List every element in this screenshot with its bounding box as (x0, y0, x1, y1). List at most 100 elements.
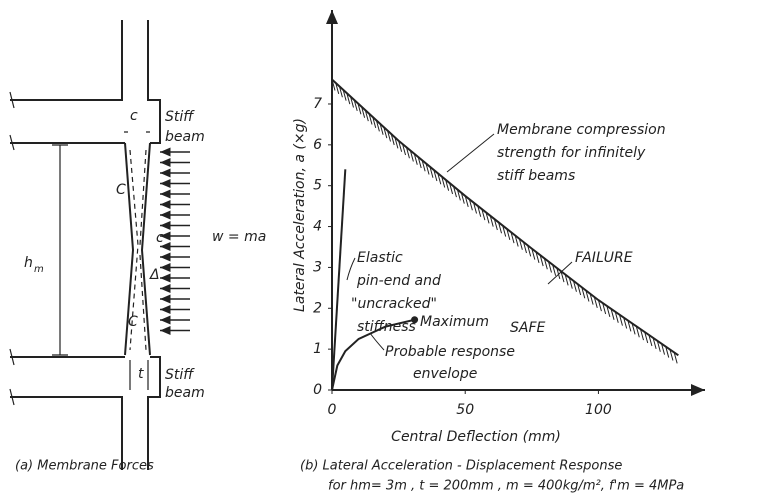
hatch (429, 166, 434, 178)
hatch (357, 103, 362, 115)
hatch (402, 143, 407, 156)
label: Stiff (165, 109, 195, 125)
dimension-ticks (124, 131, 150, 390)
hatch (640, 329, 644, 341)
hatch (468, 199, 473, 211)
hatch (464, 195, 469, 208)
hatch (353, 99, 358, 112)
hatch (547, 261, 552, 273)
hatch (331, 79, 336, 91)
annotation: FAILURE (575, 250, 633, 266)
height-dimension (52, 144, 68, 356)
y-tick-label: 3 (313, 259, 322, 275)
hatch (409, 150, 414, 162)
hatch (449, 182, 454, 195)
y-tick-label: 6 (313, 137, 322, 153)
label: C (116, 182, 126, 198)
annotation: Maximum (420, 314, 489, 330)
hatch (379, 123, 384, 135)
annotation: pin-end and (356, 273, 441, 289)
hatch (665, 346, 670, 358)
hatch (498, 222, 503, 234)
chart: 0 1 2 3 4 5 6 7 0 50 100 Central Deflection (mm) Lat… (292, 10, 705, 494)
hatch (581, 287, 586, 299)
hatch (523, 241, 527, 254)
hatch (614, 311, 619, 323)
annotation: stiffness (357, 319, 416, 335)
label: C (128, 314, 138, 330)
hatch (648, 334, 653, 347)
hatch (673, 352, 678, 364)
series-line (331, 169, 347, 391)
label: beam (165, 129, 205, 145)
y-tick-label: 7 (313, 96, 322, 112)
hatch (572, 280, 577, 292)
x-axis-label: Central Deflection (mm) (391, 429, 561, 445)
hatch (338, 86, 343, 98)
annotation: stiff beams (497, 168, 575, 184)
hatch (421, 160, 426, 172)
label: Stiff (165, 367, 195, 383)
hatch (661, 343, 666, 355)
annotation: Probable response (385, 344, 515, 360)
label: c (130, 108, 138, 124)
hatch (669, 349, 674, 361)
leader (547, 261, 573, 285)
break-marks (9, 91, 15, 151)
hatch (627, 320, 632, 332)
hatch (593, 296, 598, 309)
hatch (473, 202, 478, 214)
thrust-lines (129, 149, 147, 351)
load-arrows (160, 147, 190, 335)
hatch (335, 82, 340, 94)
hatch (477, 205, 482, 217)
hatch (493, 218, 498, 231)
hatch (364, 109, 369, 122)
hatch (527, 245, 532, 257)
label: beam (165, 385, 205, 401)
hatch (564, 274, 569, 286)
hatch (631, 323, 636, 335)
leader (369, 332, 385, 351)
caption: (b) Lateral Acceleration - Displacement … (300, 459, 622, 474)
series-line (331, 318, 415, 391)
annotation: strength for infinitely (497, 145, 646, 161)
leader (446, 133, 495, 173)
annotation: "uncracked" (351, 296, 437, 312)
hatch (417, 156, 422, 169)
hatch (606, 305, 611, 318)
hatch (610, 308, 615, 320)
hatch (425, 163, 430, 175)
label: m (34, 264, 44, 275)
hatch (372, 116, 377, 129)
label: w = ma (212, 229, 266, 245)
hatch (560, 271, 565, 283)
break-marks (9, 348, 15, 406)
annotation: envelope (413, 366, 477, 382)
hatch (405, 147, 410, 159)
y-tick-label: 4 (313, 219, 322, 235)
hatch (585, 290, 590, 302)
hatch (577, 283, 582, 296)
label: c (156, 230, 164, 246)
maximum-point (411, 316, 419, 324)
hatch (387, 130, 391, 142)
x-tick-label: 100 (585, 402, 612, 418)
hatch (618, 314, 623, 326)
hatch (413, 153, 418, 165)
y-tick-label: 0 (313, 382, 322, 398)
hatch (635, 326, 640, 338)
annotation: Elastic (357, 250, 403, 266)
annotation: Membrane compression (497, 122, 666, 138)
hatch (433, 169, 438, 182)
series-line (331, 78, 679, 357)
hatch (531, 248, 536, 260)
hatch (394, 137, 399, 149)
hatch (514, 235, 519, 247)
label: Δ (149, 267, 160, 283)
label: h (24, 255, 33, 271)
hatch (535, 251, 540, 263)
y-tick-label: 2 (313, 300, 322, 316)
hatch (390, 133, 395, 146)
